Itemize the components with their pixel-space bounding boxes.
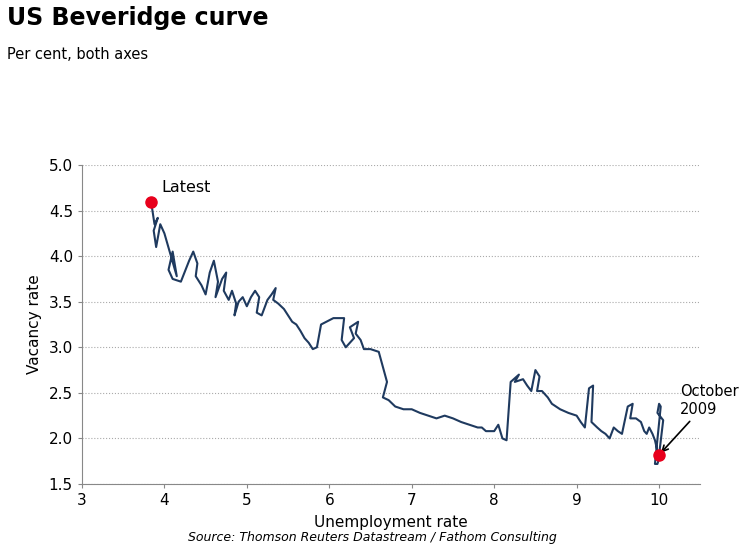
X-axis label: Unemployment rate: Unemployment rate [314,515,468,530]
Text: Per cent, both axes: Per cent, both axes [7,47,148,62]
Text: October
2009: October 2009 [662,384,738,452]
Y-axis label: Vacancy rate: Vacancy rate [27,274,42,375]
Text: Source: Thomson Reuters Datastream / Fathom Consulting: Source: Thomson Reuters Datastream / Fat… [188,531,557,544]
Text: Latest: Latest [161,180,211,195]
Text: US Beveridge curve: US Beveridge curve [7,6,269,30]
